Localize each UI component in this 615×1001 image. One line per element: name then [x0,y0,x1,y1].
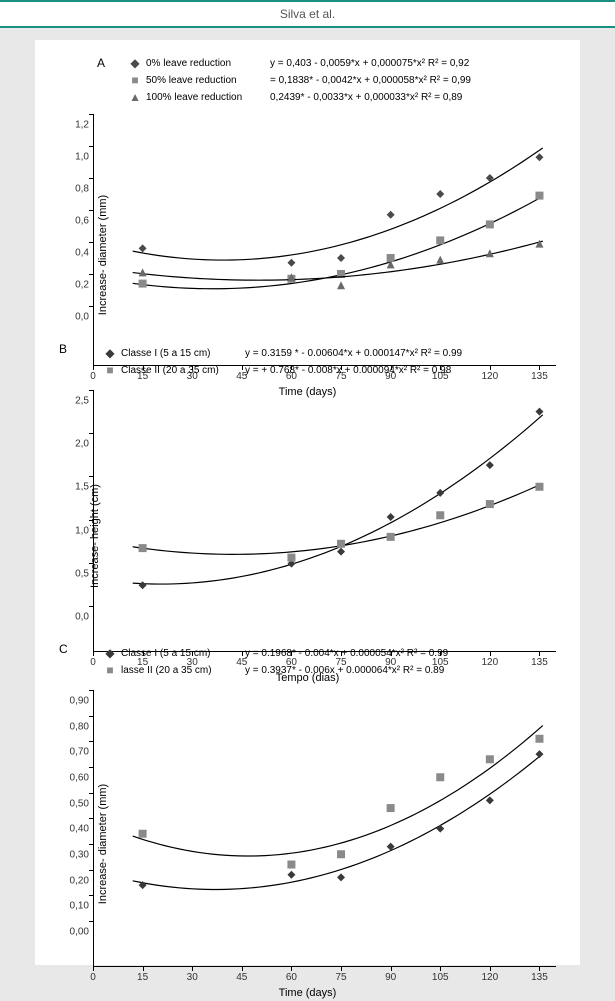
legend-marker: ■ [130,76,140,86]
panel-b-label: B [59,342,67,356]
legend-equation: 0,2439* - 0,0033*x + 0,000033*x² R² = 0,… [270,90,462,105]
legend-marker: ◆ [105,649,115,659]
panel-c-legend: ◆ Classe I (5 a 15 cm) y = 0.1968* - 0.004… [105,646,566,680]
panel-a: A ◆ 0% leave reduction y = 0,403 - 0,0059*… [45,50,570,340]
legend-row: ■ Classe II (20 a 35 cm) y = + 0.768* - 0.… [105,363,566,378]
legend-row: ◆ Classe I (5 a 15 cm) y = 0.3159 * - 0.00… [105,346,566,361]
legend-marker: ▲ [130,93,140,103]
panel-a-legend: ◆ 0% leave reduction y = 0,403 - 0,0059*x … [130,56,566,107]
legend-row: ■ lasse II (20 a 35 cm) y = 0.3937* - 0.00… [105,663,566,678]
legend-equation: = 0,1838* - 0,0042*x + 0,000058*x² R² = … [270,73,471,88]
chart-svg [45,686,570,1001]
legend-label: 50% leave reduction [146,73,264,88]
legend-label: Classe I (5 a 15 cm) [121,346,239,361]
legend-row: ◆ 0% leave reduction y = 0,403 - 0,0059*x … [130,56,566,71]
legend-marker: ■ [105,366,115,376]
panel-a-label: A [97,56,105,70]
legend-equation: y = + 0.768* - 0.008*x + 0.000094*x² R² … [245,363,451,378]
panel-b: B ◆ Classe I (5 a 15 cm) y = 0.3159 * - 0.… [45,340,570,640]
legend-label: Classe II (20 a 35 cm) [121,363,239,378]
legend-equation: y = 0.3159 * - 0.00604*x + 0.000147*x² R… [245,346,462,361]
legend-row: ◆ Classe I (5 a 15 cm) y = 0.1968* - 0.004… [105,646,566,661]
legend-marker: ◆ [130,59,140,69]
panel-c-label: C [59,642,68,656]
legend-row: ▲ 100% leave reduction 0,2439* - 0,0033*x … [130,90,566,105]
legend-equation: y = 0.3937* - 0.006x + 0.000064*x² R² = … [245,663,444,678]
page: A ◆ 0% leave reduction y = 0,403 - 0,0059*… [35,40,580,965]
legend-label: 100% leave reduction [146,90,264,105]
legend-equation: y = 0.1968* - 0.004*x + 0.000054*x² R² =… [245,646,448,661]
panel-c: C ◆ Classe I (5 a 15 cm) y = 0.1968* - 0.0… [45,640,570,955]
page-header: Silva et al. [0,0,615,28]
legend-row: ■ 50% leave reduction = 0,1838* - 0,0042*x… [130,73,566,88]
header-text: Silva et al. [280,7,335,21]
legend-label: lasse II (20 a 35 cm) [121,663,239,678]
legend-label: 0% leave reduction [146,56,264,71]
legend-marker: ◆ [105,349,115,359]
panel-c-plot: 01530456075901051201350,000,100,200,300,… [45,686,570,1001]
legend-marker: ■ [105,666,115,676]
legend-label: Classe I (5 a 15 cm) [121,646,239,661]
legend-equation: y = 0,403 - 0,0059*x + 0,000075*x² R² = … [270,56,469,71]
panel-b-legend: ◆ Classe I (5 a 15 cm) y = 0.3159 * - 0.00… [105,346,566,380]
